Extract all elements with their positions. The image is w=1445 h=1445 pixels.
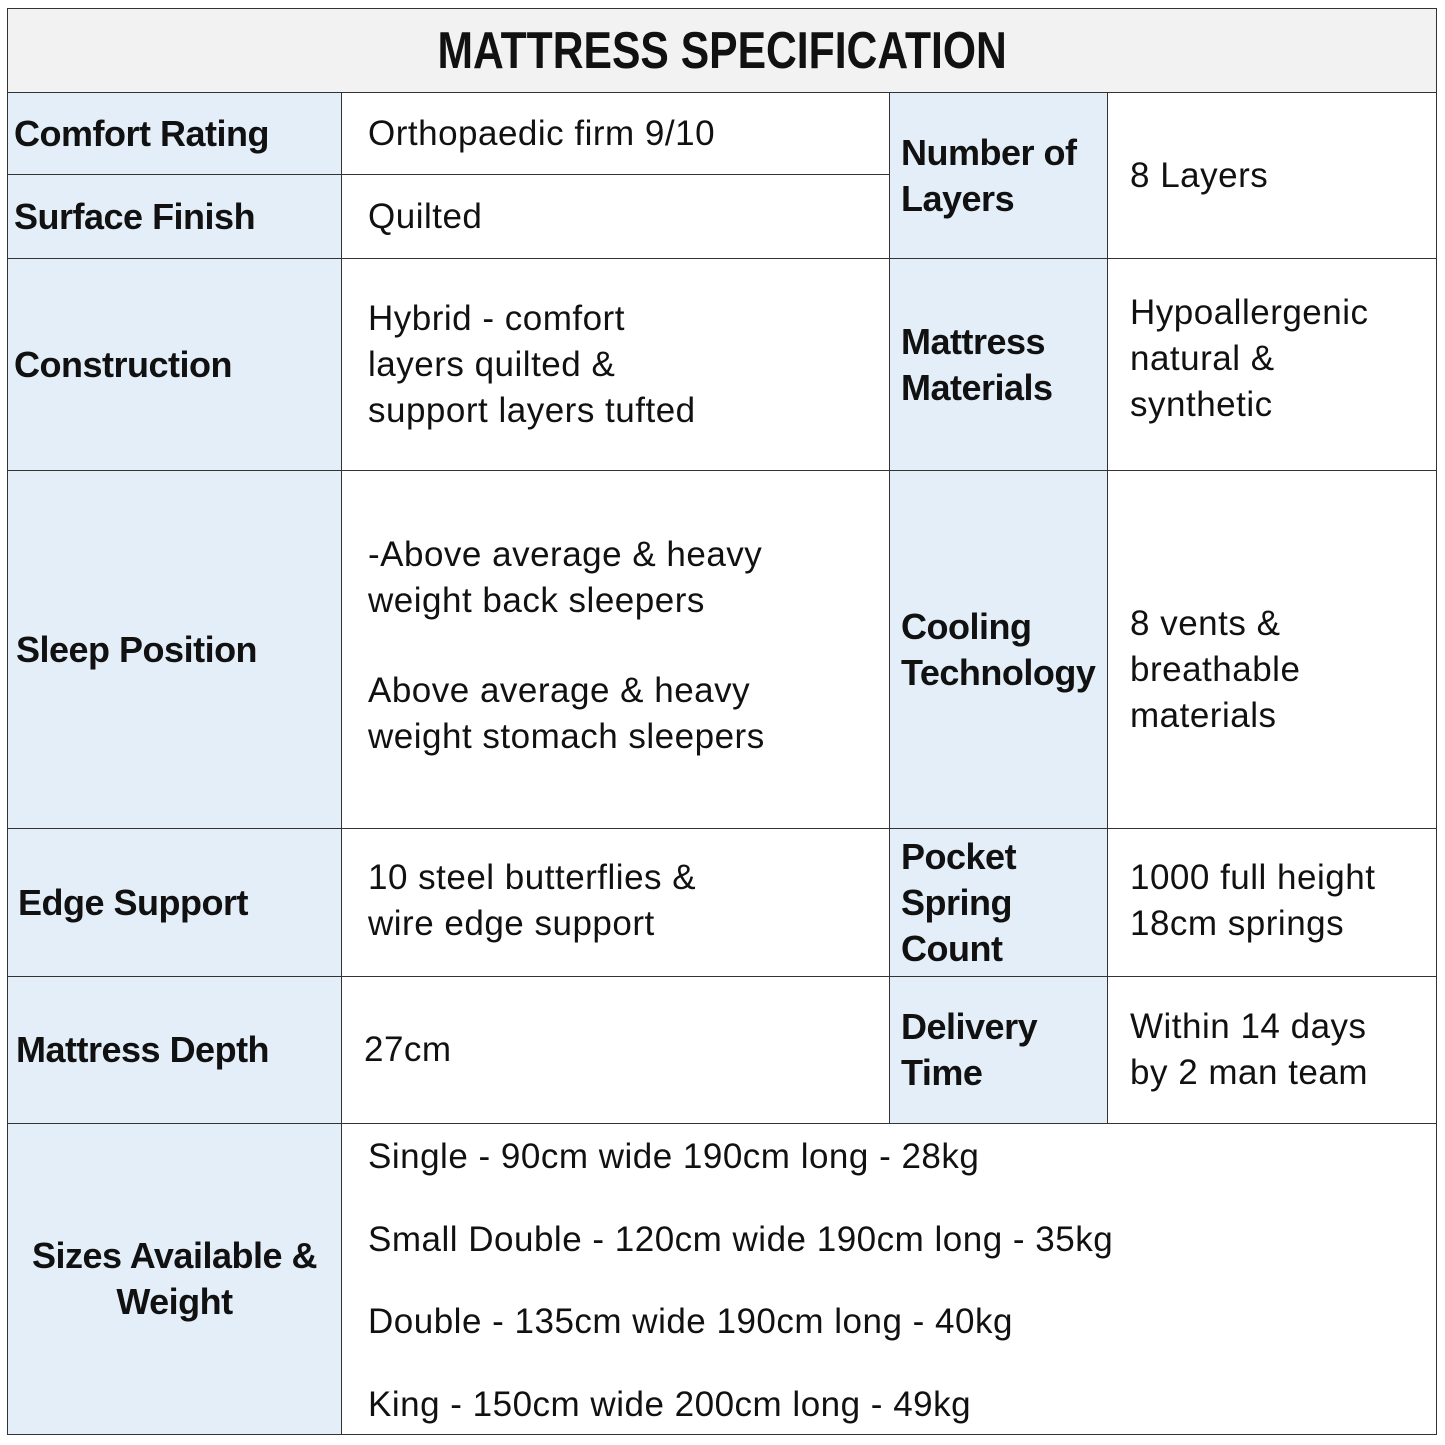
size-item: Small Double - 120cm wide 190cm long - 3… (368, 1219, 1114, 1259)
label-delivery-time: Delivery Time (889, 976, 1108, 1124)
size-item: King - 150cm wide 200cm long - 49kg (368, 1384, 972, 1424)
value-line: Hypoallergenic (1130, 292, 1369, 332)
value-line: Within 14 days (1130, 1007, 1367, 1046)
label-sizes: Sizes Available & Weight (7, 1123, 342, 1435)
value-construction: Hybrid - comfort layers quilted & support … (341, 258, 890, 471)
label-line: Delivery (901, 1006, 1038, 1047)
label-line: Count (901, 927, 1003, 969)
value-surface-finish: Quilted (341, 174, 890, 259)
label-sleep-position: Sleep Position (7, 470, 342, 829)
label-line: Sizes Available & (32, 1235, 317, 1276)
value-edge-support: 10 steel butterflies & wire edge support (341, 828, 890, 977)
value-line: 1000 full height (1130, 857, 1376, 897)
label-comfort-rating: Comfort Rating (7, 92, 342, 175)
value-delivery-time: Within 14 days by 2 man team (1107, 976, 1437, 1124)
label-line: Time (901, 1052, 983, 1093)
label-mattress-materials: Mattress Materials (889, 258, 1108, 471)
label-construction: Construction (7, 258, 342, 471)
label-line: Technology (901, 651, 1096, 693)
table-title: MATTRESS SPECIFICATION (7, 8, 1437, 93)
value-pocket-spring-count: 1000 full height 18cm springs (1107, 828, 1437, 977)
value-line: synthetic (1130, 384, 1273, 424)
label-line: Spring (901, 881, 1013, 923)
value-line: breathable (1130, 649, 1301, 689)
value-line: layers quilted & (368, 344, 616, 384)
label-line: Number of (901, 131, 1077, 173)
label-line: Materials (901, 366, 1053, 408)
size-item: Single - 90cm wide 190cm long - 28kg (368, 1137, 980, 1176)
value-line: weight back sleepers (368, 580, 705, 620)
value-sleep-position: -Above average & heavy weight back sleepe… (341, 470, 890, 829)
label-mattress-depth: Mattress Depth (7, 976, 342, 1124)
value-line: -Above average & heavy (368, 534, 763, 574)
value-sizes: Single - 90cm wide 190cm long - 28kg Smal… (341, 1123, 1437, 1435)
value-line: Above average & heavy (368, 670, 751, 710)
label-cooling-technology: Cooling Technology (889, 470, 1108, 829)
value-line: materials (1130, 695, 1277, 735)
label-line: Layers (901, 177, 1015, 219)
label-pocket-spring-count: Pocket Spring Count (889, 828, 1108, 977)
value-mattress-depth: 27cm (341, 976, 890, 1124)
title-text: MATTRESS SPECIFICATION (437, 21, 1007, 80)
value-line: support layers tufted (368, 390, 696, 430)
value-line: 8 vents & (1130, 603, 1281, 643)
value-cooling-technology: 8 vents & breathable materials (1107, 470, 1437, 829)
label-edge-support: Edge Support (7, 828, 342, 977)
label-surface-finish: Surface Finish (7, 174, 342, 259)
label-line: Pocket (901, 835, 1017, 877)
value-line: Hybrid - comfort (368, 298, 625, 338)
label-line: Weight (116, 1281, 233, 1322)
value-number-of-layers: 8 Layers (1107, 92, 1437, 259)
value-line: weight stomach sleepers (368, 716, 765, 756)
value-comfort-rating: Orthopaedic firm 9/10 (341, 92, 890, 175)
value-line: wire edge support (368, 903, 655, 943)
value-line: by 2 man team (1130, 1053, 1368, 1092)
value-mattress-materials: Hypoallergenic natural & synthetic (1107, 258, 1437, 471)
value-line: 10 steel butterflies & (368, 857, 697, 897)
value-line: 18cm springs (1130, 903, 1345, 943)
size-item: Double - 135cm wide 190cm long - 40kg (368, 1302, 1013, 1342)
label-line: Cooling (901, 605, 1032, 647)
label-line: Mattress (901, 320, 1046, 362)
value-line: natural & (1130, 338, 1275, 378)
label-number-of-layers: Number of Layers (889, 92, 1108, 259)
